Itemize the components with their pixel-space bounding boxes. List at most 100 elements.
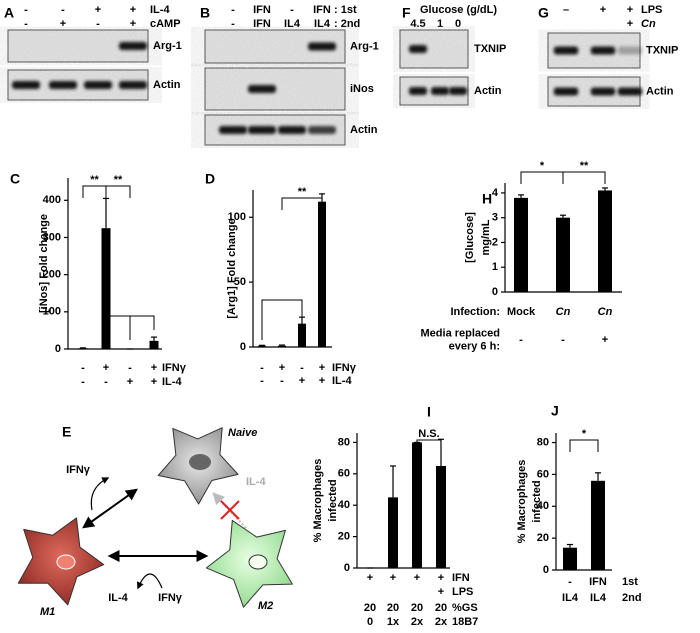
- lane-label: IFN: [253, 18, 271, 30]
- condition-label: Cn: [598, 306, 613, 318]
- node-label: Naive: [228, 427, 257, 439]
- band: [49, 81, 77, 89]
- lane-label: -: [24, 18, 28, 30]
- condition-label: IL4: [562, 592, 579, 604]
- condition-label: Mock: [507, 306, 536, 318]
- row-name: LPS: [641, 4, 662, 16]
- y-tick-label: 60: [537, 468, 549, 480]
- band: [448, 87, 468, 95]
- lane-label: +: [130, 4, 136, 16]
- blot-label: Arg-1: [350, 40, 379, 52]
- y-tick-label: 0: [492, 286, 498, 298]
- nucleus: [56, 554, 76, 570]
- condition-label: -: [561, 334, 565, 346]
- row-name: IFNγ: [162, 362, 187, 374]
- y-tick-label: 50: [234, 276, 246, 288]
- bar: [514, 197, 528, 292]
- band: [12, 81, 40, 89]
- y-axis-label: mg/mL: [480, 219, 492, 255]
- bar: [258, 345, 266, 347]
- y-axis-label: [Arg1] Fold change: [226, 218, 238, 318]
- condition-label: -: [128, 362, 132, 374]
- panel-letter: H: [482, 191, 492, 207]
- lane-label: IL4: [284, 18, 301, 30]
- panel-letter: B: [200, 5, 210, 21]
- band: [553, 87, 579, 96]
- lane-label: 0: [455, 18, 461, 30]
- condition-label: IFN: [589, 576, 607, 588]
- condition-label: +: [438, 572, 444, 584]
- y-tick-label: 1: [492, 261, 498, 273]
- y-tick-label: 200: [43, 269, 61, 281]
- condition-label: +: [299, 375, 305, 387]
- band: [408, 87, 428, 95]
- group-bracket: [261, 299, 303, 340]
- y-tick-label: 0: [240, 341, 246, 353]
- lane-label: 1: [437, 18, 443, 30]
- condition-label: 20: [364, 602, 376, 614]
- significance-bracket: [281, 197, 323, 210]
- bar: [318, 201, 326, 347]
- band: [248, 126, 276, 134]
- row-name: : 2nd: [334, 18, 360, 30]
- condition-label: +: [103, 362, 109, 374]
- panel-letter: F: [402, 5, 411, 21]
- lane-label: +: [627, 18, 633, 30]
- significance-label: N.S.: [418, 428, 439, 440]
- panel-letter: J: [551, 403, 559, 419]
- edge-label: IL-4: [246, 476, 266, 488]
- lane-label: +: [95, 4, 101, 16]
- row-name: 18B7: [452, 616, 478, 628]
- blot-label: Arg-1: [153, 40, 182, 52]
- band: [308, 126, 336, 134]
- y-tick-label: 2: [492, 236, 498, 248]
- condition-label: -: [81, 362, 85, 374]
- significance-label: **: [114, 174, 123, 186]
- condition-label: -: [280, 375, 284, 387]
- condition-label: 20: [387, 602, 399, 614]
- significance-bracket: [562, 171, 606, 184]
- row-name: LPS: [452, 586, 473, 598]
- y-tick-label: 0: [543, 564, 549, 576]
- y-tick-label: 80: [338, 436, 350, 448]
- lane-label: -: [96, 18, 100, 30]
- y-tick-label: 3: [492, 212, 498, 224]
- y-tick-label: 0: [344, 562, 350, 574]
- y-tick-label: 300: [43, 231, 61, 243]
- condition-label: +: [414, 572, 420, 584]
- panel-letter: D: [205, 171, 215, 187]
- significance-bracket: [520, 171, 564, 184]
- lane-label: IFN: [253, 4, 271, 16]
- blot-label: Actin: [350, 124, 378, 136]
- y-axis-label: infected: [531, 480, 543, 522]
- condition-label: -: [519, 334, 523, 346]
- condition-label: -: [300, 362, 304, 374]
- panel-letter: E: [62, 424, 71, 440]
- bar: [149, 340, 159, 349]
- bar: [598, 190, 612, 292]
- band: [119, 42, 147, 50]
- blot-label: Actin: [474, 85, 502, 97]
- condition-label: 0: [367, 616, 373, 628]
- bar: [278, 345, 286, 347]
- lane-label: -: [231, 18, 235, 30]
- edge-label: IFNγ: [66, 464, 91, 476]
- y-tick-label: 100: [228, 211, 246, 223]
- condition-label: -: [260, 375, 264, 387]
- y-tick-label: 0: [55, 343, 61, 355]
- row-name: : 1st: [334, 4, 357, 16]
- row-name: IFNγ: [332, 362, 357, 374]
- y-tick-label: 60: [338, 468, 350, 480]
- significance-label: **: [298, 186, 307, 198]
- condition-label: +: [602, 334, 608, 346]
- band: [553, 46, 579, 55]
- y-axis-label: infected: [327, 479, 339, 521]
- condition-label: +: [319, 362, 325, 374]
- lane-label: +: [60, 18, 66, 30]
- condition-label: 20: [435, 602, 447, 614]
- curved-arrow: [136, 573, 163, 590]
- edge-label: IFNγ: [158, 592, 183, 604]
- condition-label: -: [260, 362, 264, 374]
- blot-label: Actin: [646, 85, 674, 97]
- condition-label: +: [151, 362, 157, 374]
